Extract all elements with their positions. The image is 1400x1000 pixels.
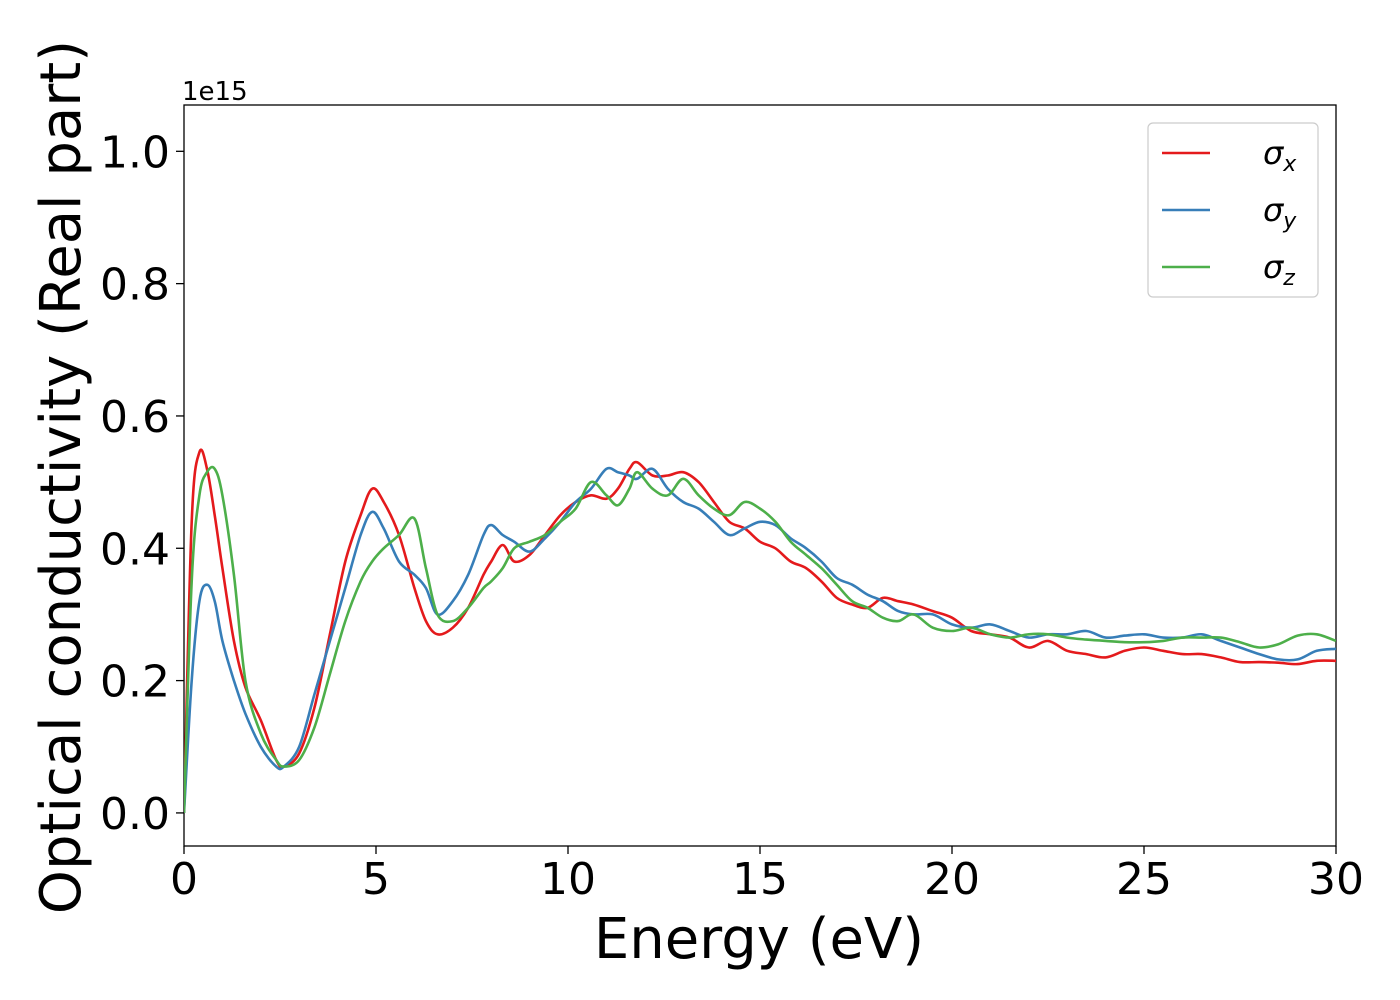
y-tick-label: 0.0 <box>100 789 170 840</box>
legend-label: σy <box>1263 191 1297 234</box>
x-tick-label: 10 <box>540 854 596 905</box>
y-tick-label: 1.0 <box>100 127 170 178</box>
x-tick-label: 0 <box>170 854 198 905</box>
legend: σx σy σz <box>1147 122 1319 298</box>
x-tick-label: 5 <box>362 854 390 905</box>
legend-frame <box>1147 122 1319 298</box>
x-axis-label: Energy (eV) <box>594 907 924 972</box>
x-tick-label: 30 <box>1308 854 1364 905</box>
y-axis-offset-text: 1e15 <box>182 77 248 107</box>
x-tick-label: 15 <box>732 854 788 905</box>
y-tick-label: 0.8 <box>100 260 170 311</box>
y-tick-label: 0.6 <box>100 392 170 443</box>
series-line-y <box>184 466 1336 813</box>
legend-label: σz <box>1263 248 1295 291</box>
x-tick-label: 25 <box>1116 854 1172 905</box>
y-axis-ticks: 0.0 0.2 0.4 0.6 0.8 1.0 <box>100 127 184 840</box>
y-tick-label: 0.4 <box>100 524 170 575</box>
series-layer <box>184 448 1336 813</box>
y-axis-label: Optical conductivity (Real part) <box>29 40 94 914</box>
x-axis-ticks: 0 5 10 15 20 25 30 <box>170 846 1364 905</box>
x-tick-label: 20 <box>924 854 980 905</box>
series-line-z <box>184 465 1336 813</box>
series-line-x <box>184 448 1336 813</box>
y-tick-label: 0.2 <box>100 657 170 708</box>
legend-label: σx <box>1263 134 1297 177</box>
